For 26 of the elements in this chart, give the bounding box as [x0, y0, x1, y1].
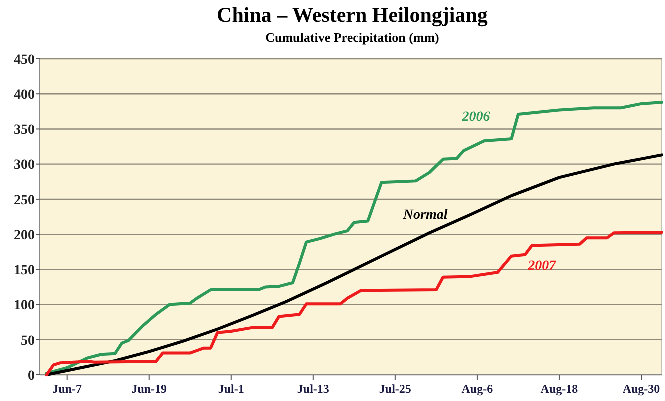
y-tick-label: 100 [14, 298, 35, 314]
x-tick-label: Aug-18 [540, 382, 578, 396]
y-tick-label: 300 [14, 158, 35, 174]
series-label: 2007 [527, 258, 558, 274]
x-tick-label: Jul-1 [218, 382, 244, 396]
y-tick-label: 450 [14, 52, 35, 68]
line-series [45, 230, 664, 376]
y-tick-label: 400 [14, 88, 35, 104]
y-tick-label: 50 [21, 334, 35, 349]
x-tick-label: Jul-25 [379, 382, 412, 396]
y-tick-label: 0 [28, 368, 35, 384]
chart-subtitle: Cumulative Precipitation (mm) [266, 30, 440, 45]
x-tick-label: Jun-19 [132, 382, 168, 396]
x-tick-label: Aug-30 [622, 382, 660, 396]
line-series [45, 154, 664, 376]
x-tick-label: Jun-7 [52, 382, 82, 396]
y-tick-label: 150 [14, 264, 35, 279]
line-series [45, 101, 664, 376]
y-tick-label: 350 [14, 123, 35, 138]
chart-title: China – Western Heilongjiang [217, 3, 488, 27]
x-tick-label: Aug-6 [462, 382, 494, 396]
series-label: Normal [402, 208, 448, 224]
y-tick-label: 200 [14, 228, 35, 244]
y-tick-label: 250 [14, 193, 35, 208]
series-label: 2006 [461, 110, 490, 126]
x-tick-label: Jul-13 [297, 382, 330, 396]
